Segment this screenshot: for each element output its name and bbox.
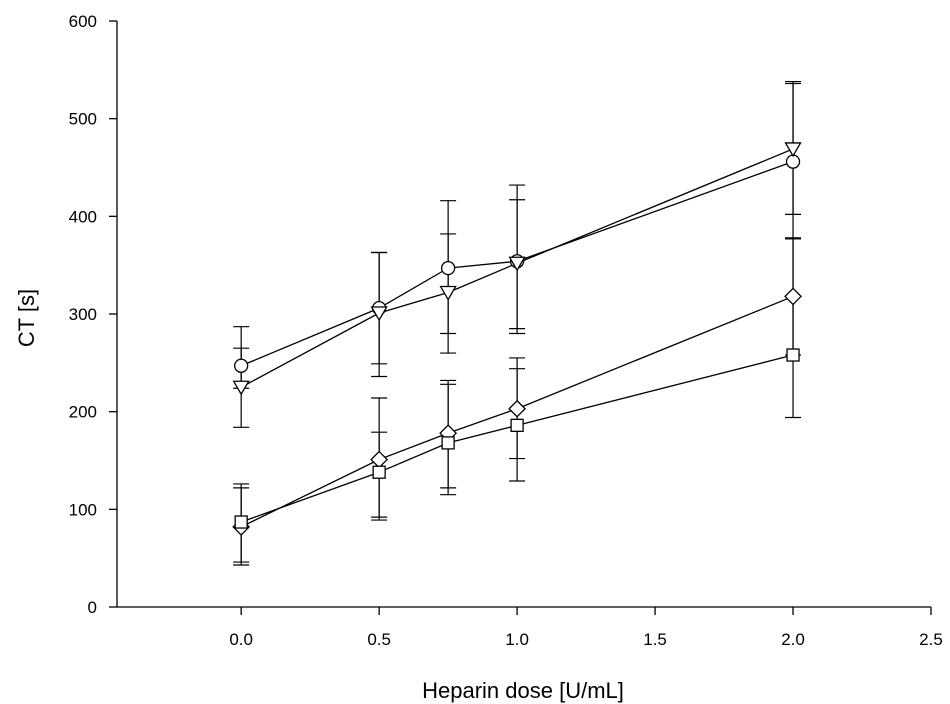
x-tick-label: 0.5 <box>367 630 391 649</box>
x-tick-label: 1.0 <box>505 630 529 649</box>
y-tick-label: 500 <box>69 110 97 129</box>
y-axis-title: CT [s] <box>14 289 39 347</box>
axes: 0.0 0.5 1.0 1.5 2.0 2.5 0 100 200 300 400 500 600 <box>69 12 943 649</box>
y-tick-label: 400 <box>69 207 97 226</box>
x-tick-label: 2.0 <box>781 630 805 649</box>
triangle-down-marker <box>370 306 388 322</box>
y-tick-label: 0 <box>88 598 97 617</box>
x-axis-title: Heparin dose [U/mL] <box>422 678 624 703</box>
y-tick-label: 200 <box>69 403 97 422</box>
diamond-marker <box>784 287 802 306</box>
x-tick-label: 1.5 <box>643 630 667 649</box>
diamond-marker <box>508 399 527 418</box>
circle-marker <box>440 260 456 276</box>
circle-marker <box>234 358 249 373</box>
x-tick-label: 2.5 <box>919 630 943 649</box>
square-marker <box>786 348 800 362</box>
triangle-down-marker <box>439 285 457 301</box>
triangle-down-marker <box>784 142 802 158</box>
y-tick-label: 100 <box>69 500 97 519</box>
x-tick-label: 0.0 <box>229 630 253 649</box>
triangle-down-marker <box>232 380 250 396</box>
plot-area <box>232 80 802 566</box>
diamond-marker <box>370 450 389 469</box>
square-marker <box>441 436 455 450</box>
triangle-down-marker <box>508 256 526 272</box>
y-tick-label: 300 <box>69 305 97 324</box>
square-marker <box>510 418 524 432</box>
y-tick-label: 600 <box>69 12 97 31</box>
square-marker <box>234 515 248 529</box>
square-marker <box>372 465 386 479</box>
